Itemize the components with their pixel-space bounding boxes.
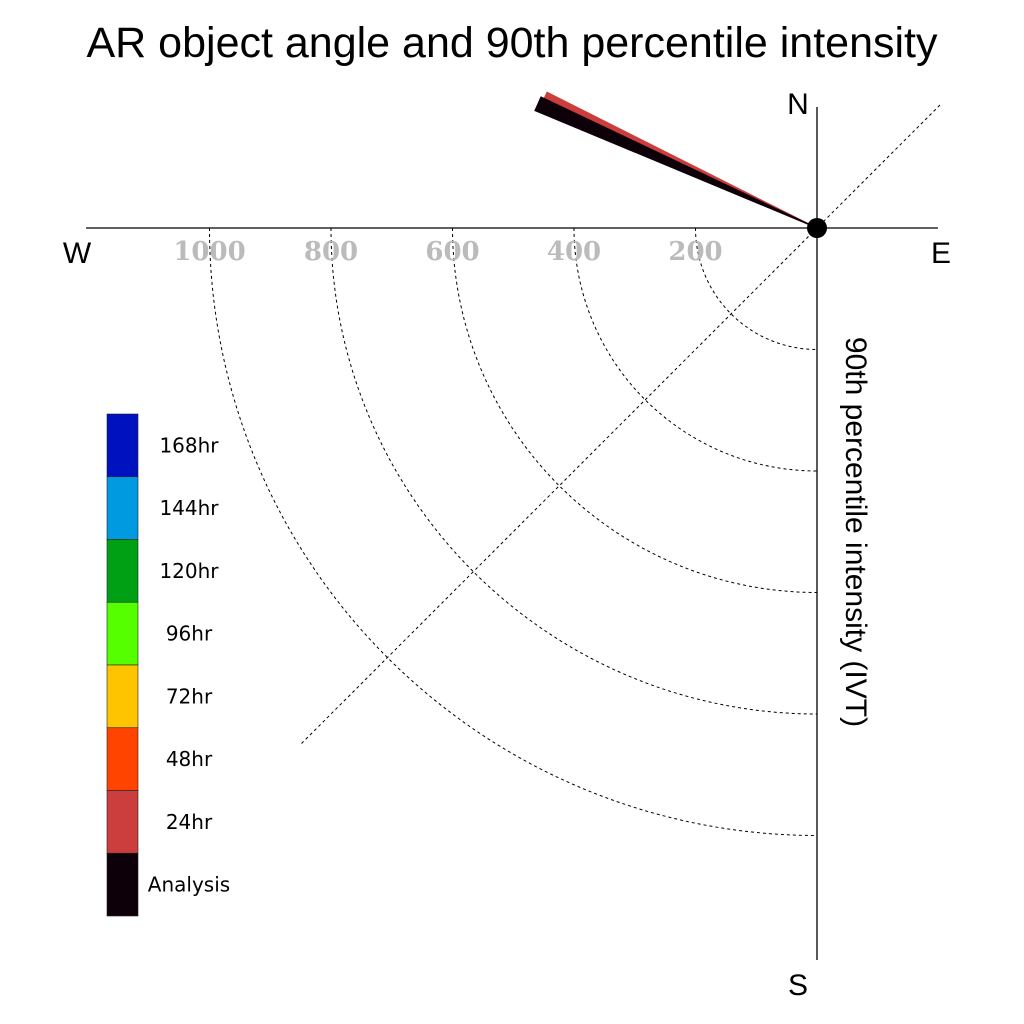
legend-label-48hr: 48hr — [166, 747, 213, 771]
legend-swatch-analysis — [106, 852, 139, 917]
chart-title: AR object angle and 90th percentile inte… — [87, 19, 938, 67]
grid-ring-600 — [452, 227, 818, 593]
tick-label-800: 800 — [304, 237, 358, 267]
grid-ring-800 — [330, 227, 818, 715]
legend-label-168hr: 168hr — [159, 433, 219, 457]
legend-swatch-96hr — [106, 601, 139, 666]
vector-analysis — [534, 96, 818, 229]
legend-label-72hr: 72hr — [166, 684, 213, 708]
legend-label-analysis: Analysis — [148, 873, 230, 897]
legend-swatch-48hr — [106, 727, 139, 791]
north-label: N — [787, 88, 809, 121]
radial-axis-label: 90th percentile intensity (IVT) — [839, 337, 872, 727]
legend-label-96hr: 96hr — [166, 622, 213, 646]
legend-swatch-168hr — [106, 413, 139, 478]
grid-rings — [209, 104, 941, 836]
tick-label-400: 400 — [547, 237, 601, 267]
grid-ring-400 — [573, 227, 818, 472]
vector-series — [534, 91, 818, 229]
grid-ring-200 — [695, 227, 818, 350]
legend-swatch-120hr — [106, 539, 139, 603]
legend: 168hr 144hr 120hr 96hr 72hr 48hr 24hr Analysis — [106, 413, 230, 917]
radial-tick-labels: 200 400 600 800 1000 — [173, 237, 722, 267]
legend-label-120hr: 120hr — [159, 559, 219, 583]
legend-label-144hr: 144hr — [159, 496, 219, 520]
tick-label-200: 200 — [668, 237, 722, 267]
east-label: E — [931, 237, 951, 270]
tick-label-1000: 1000 — [173, 237, 245, 267]
south-label: S — [788, 969, 808, 1002]
origin-dot — [807, 218, 827, 238]
legend-swatch-144hr — [106, 476, 139, 540]
west-label: W — [63, 237, 92, 270]
legend-label-24hr: 24hr — [166, 810, 213, 834]
diagonal-guide — [301, 104, 941, 744]
legend-swatch-24hr — [106, 790, 139, 854]
grid-ring-1000 — [209, 227, 818, 836]
vector-24hr — [538, 91, 818, 229]
legend-swatch-72hr — [106, 664, 139, 729]
tick-label-600: 600 — [425, 237, 479, 267]
